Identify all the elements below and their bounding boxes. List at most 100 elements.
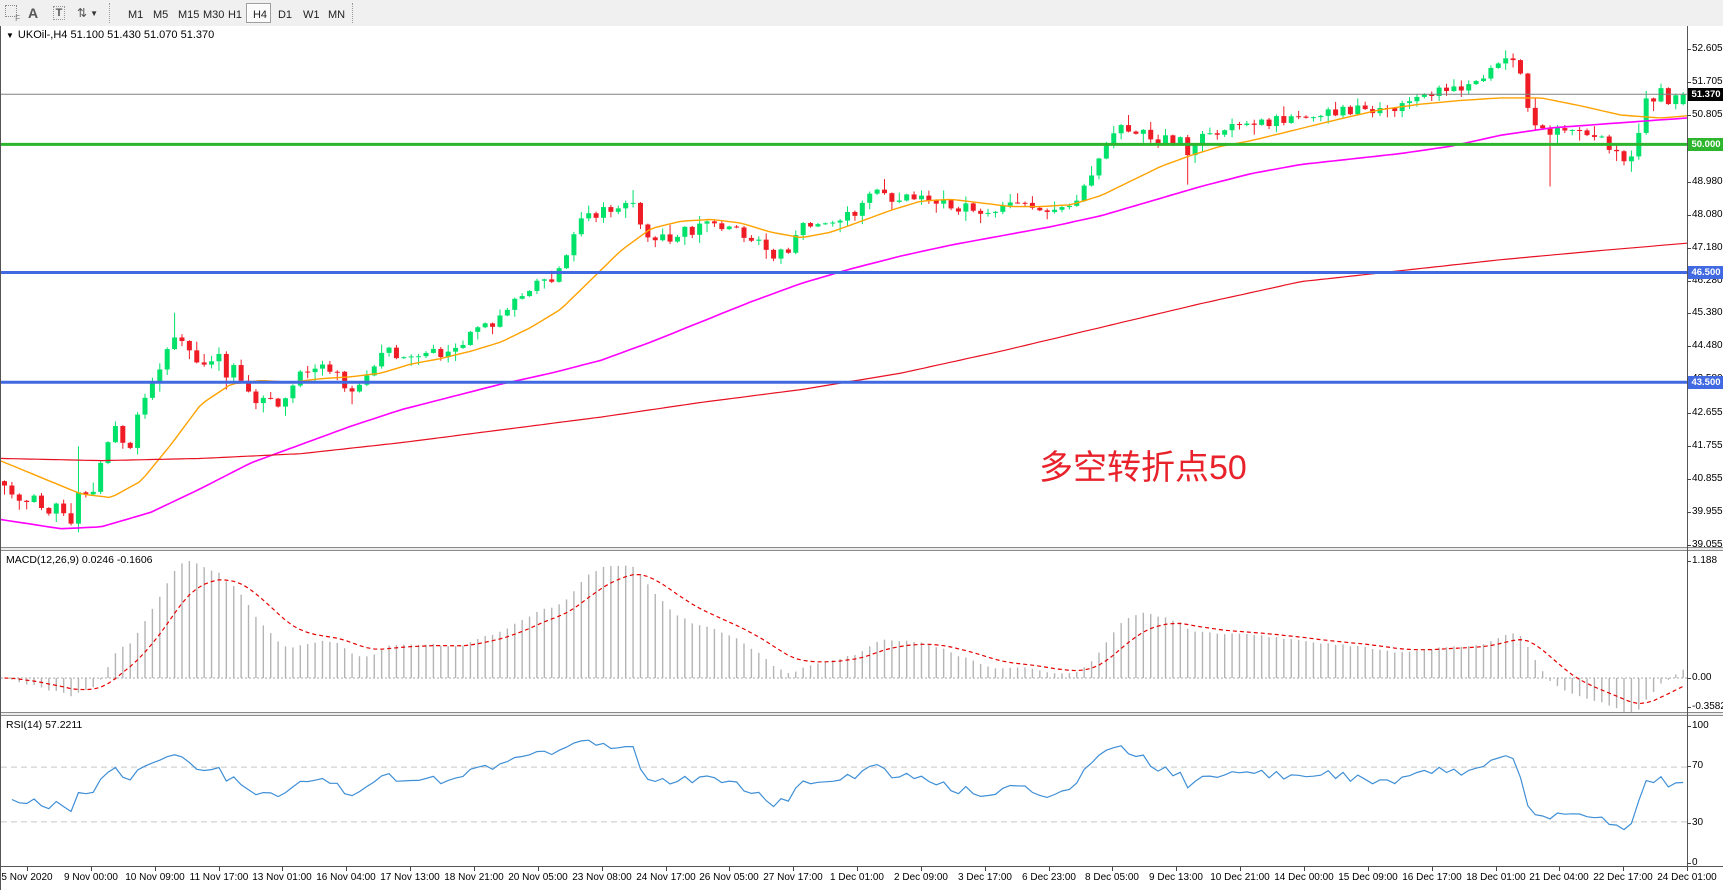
time-axis-label: 22 Dec 17:00 [1593,872,1653,883]
timeframe-button-m1[interactable]: M1 [121,3,146,23]
timeframe-button-m30[interactable]: M30 [196,3,224,23]
price-tick [1687,248,1691,249]
timeframe-button-m15[interactable]: M15 [171,3,199,23]
hline-50-badge: 50.000 [1688,138,1723,151]
macd-axis-label: 1.188 [1692,555,1718,566]
price-tick [1687,479,1691,480]
rsi-axis-label: 30 [1692,817,1704,828]
time-tick [857,867,858,871]
price-axis-label: 39.055 [1692,539,1723,550]
chart-title-text: UKOil-,H4 51.100 51.430 51.070 51.370 [17,29,215,41]
arrow-objects-button[interactable]: ⇅ ▼ [73,2,102,24]
timeframe-button-h1[interactable]: H1 [221,3,246,23]
time-axis-label: 14 Dec 00:00 [1274,872,1334,883]
text-annotation: 多空转折点50 [1039,449,1247,487]
time-axis-label: 23 Nov 08:00 [572,872,632,883]
time-tick [155,867,156,871]
time-tick [91,867,92,871]
time-axis-label: 24 Dec 01:00 [1657,872,1717,883]
price-axis-label: 52.605 [1692,43,1723,54]
time-tick [1368,867,1369,871]
time-axis-label: 11 Nov 17:00 [189,872,249,883]
hline-46-5-badge: 46.500 [1688,266,1723,279]
price-tick [1687,281,1691,282]
rsi-canvas[interactable] [1,716,1688,866]
time-tick [985,867,986,871]
dropdown-caret-icon: ▼ [90,8,98,18]
rsi-tick [1687,726,1691,727]
price-tick [1687,512,1691,513]
toolbar-separator-2 [351,3,360,23]
label-a-icon: A [27,5,39,21]
time-axis-label: 16 Nov 04:00 [316,872,376,883]
price-chart-canvas[interactable] [1,26,1688,547]
main-chart-panel[interactable]: ▼ UKOil-,H4 51.100 51.430 51.070 51.370 … [1,26,1723,547]
price-tick [1687,413,1691,414]
time-tick [538,867,539,871]
time-axis-label: 13 Nov 01:00 [252,872,312,883]
rsi-axis-label: 0 [1692,857,1698,868]
time-axis[interactable]: 5 Nov 2020 9 Nov 00:00 10 Nov 09:00 11 Nov … [1,866,1723,890]
time-tick [1687,867,1688,871]
time-tick [793,867,794,871]
time-tick [1432,867,1433,871]
macd-tick [1687,707,1691,708]
time-axis-label: 8 Dec 05:00 [1085,872,1139,883]
time-tick [1304,867,1305,871]
price-axis-label: 46.280 [1692,275,1723,286]
timeframe-button-mn[interactable]: MN [321,3,346,23]
current-price-line-badge: 51.370 [1688,88,1723,101]
symbol-dropdown-icon[interactable]: ▼ [6,30,14,40]
timeframe-button-h4[interactable]: H4 [245,3,271,23]
timeframe-button-d1[interactable]: D1 [271,3,296,23]
grip-dots-icon [5,5,17,17]
time-axis-label: 26 Nov 05:00 [699,872,759,883]
price-tick [1687,182,1691,183]
arrows-icon: ⇅ [77,6,88,20]
time-axis-label: 2 Dec 09:00 [894,872,948,883]
macd-canvas[interactable] [1,551,1688,712]
time-axis-label: 18 Nov 21:00 [444,872,504,883]
time-tick [1240,867,1241,871]
price-axis-label: 50.805 [1692,109,1723,120]
time-axis-label: 10 Nov 09:00 [125,872,185,883]
price-axis-label: 40.855 [1692,473,1723,484]
time-axis-label: 9 Dec 13:00 [1149,872,1203,883]
price-tick [1687,313,1691,314]
time-tick [1623,867,1624,871]
toolbar-grip[interactable]: F [2,3,20,23]
price-axis-label: 48.980 [1692,176,1723,187]
time-tick [1559,867,1560,871]
price-tick [1687,446,1691,447]
time-axis-label: 16 Dec 17:00 [1402,872,1462,883]
time-tick [410,867,411,871]
macd-axis-label: 0.00 [1692,672,1712,683]
panel-resize-divider-2[interactable] [1,712,1723,716]
rsi-panel[interactable]: RSI(14) 57.2211 [1,716,1723,866]
price-axis-label: 44.480 [1692,340,1723,351]
time-tick [602,867,603,871]
timeframe-button-m5[interactable]: M5 [146,3,171,23]
time-tick [1496,867,1497,871]
price-tick [1687,346,1691,347]
macd-panel[interactable]: MACD(12,26,9) 0.0246 -0.1606 [1,551,1723,712]
time-axis-label: 24 Nov 17:00 [636,872,696,883]
rsi-tick [1687,823,1691,824]
time-tick [474,867,475,871]
macd-tick [1687,678,1691,679]
toolbar: F A T ⇅ ▼ M1 M5 M15 M30 H1 H4 D1 W1 MN [0,0,1723,27]
label-tool-button[interactable]: A [21,2,45,24]
panel-resize-divider[interactable] [1,547,1723,551]
price-tick [1687,215,1691,216]
chart-window[interactable]: ▼ UKOil-,H4 51.100 51.430 51.070 51.370 … [0,26,1723,890]
macd-tick [1687,561,1691,562]
time-axis-label: 6 Dec 23:00 [1022,872,1076,883]
time-axis-label: 1 Dec 01:00 [830,872,884,883]
time-axis-label: 18 Dec 01:00 [1466,872,1526,883]
timeframe-button-w1[interactable]: W1 [296,3,321,23]
rsi-tick [1687,766,1691,767]
time-tick [1112,867,1113,871]
text-tool-button[interactable]: T [47,2,71,24]
time-axis-label: 10 Dec 21:00 [1210,872,1270,883]
